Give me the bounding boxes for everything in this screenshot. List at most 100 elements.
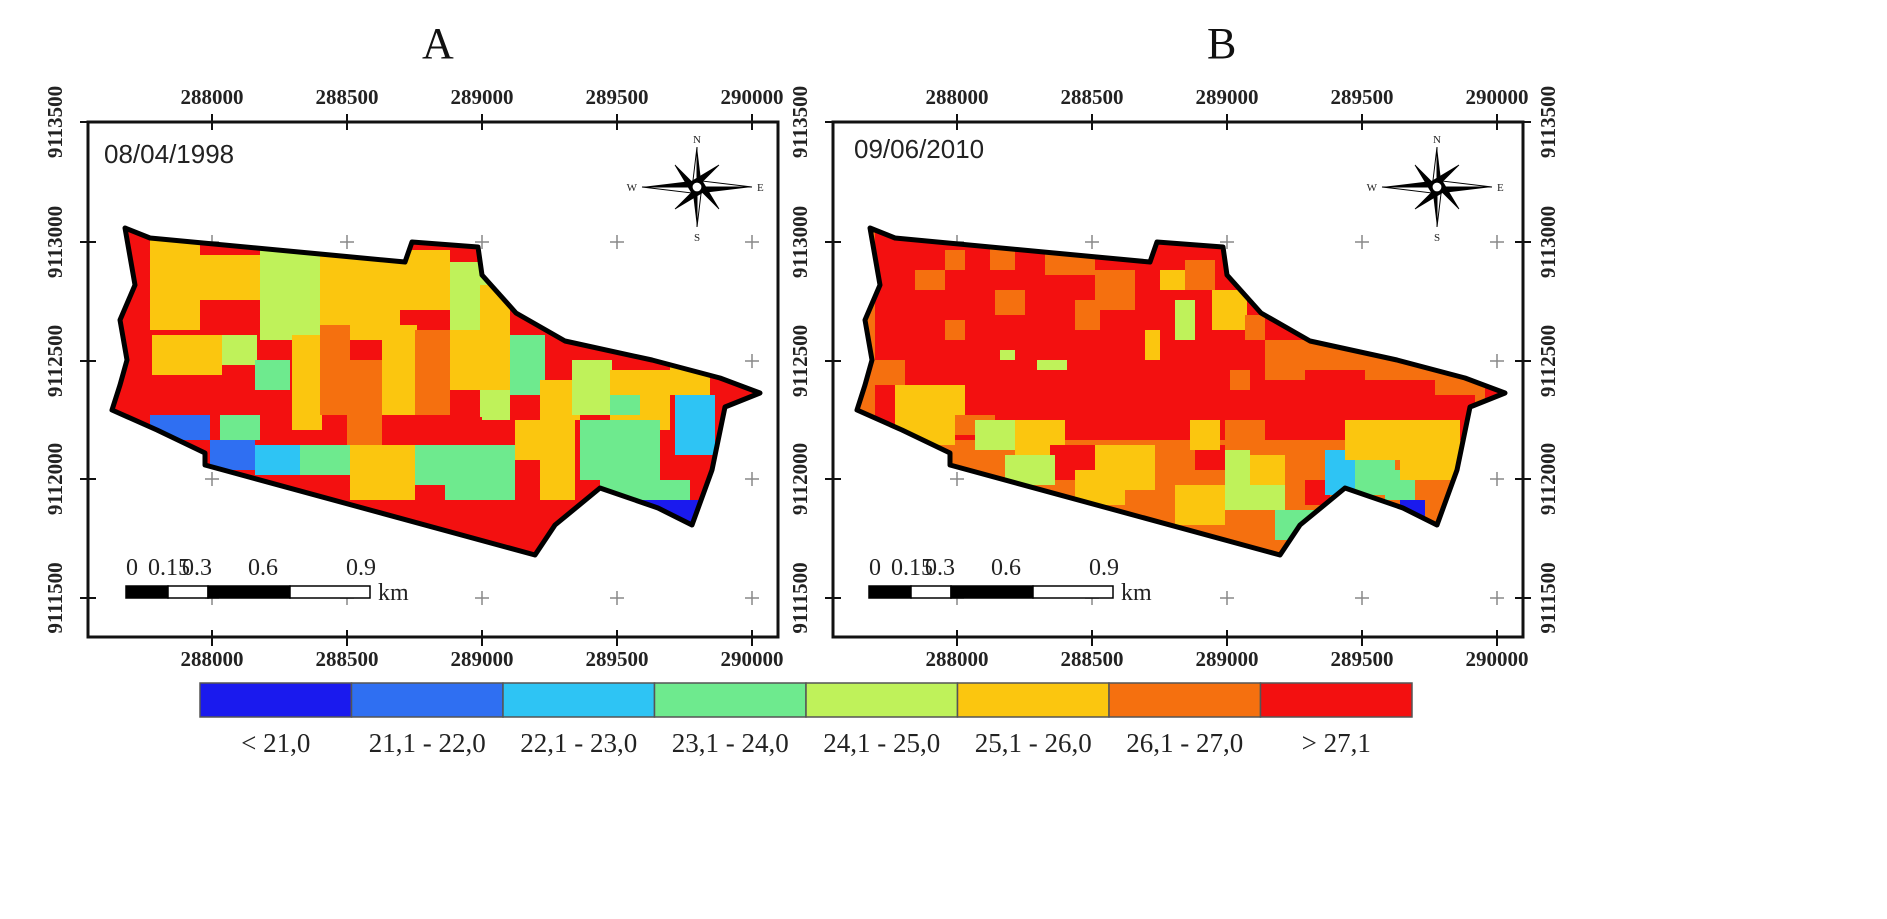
raster-cell: [382, 417, 482, 447]
x-tick-label-top: 289000: [1196, 85, 1259, 109]
x-tick-label-bottom: 289500: [586, 647, 649, 671]
compass-w: W: [627, 182, 638, 194]
raster-cell: [945, 320, 965, 340]
legend-swatch: [956, 682, 1110, 718]
y-tick-label-right: 9112000: [1536, 443, 1560, 515]
raster-cell: [1185, 260, 1215, 290]
map-panel-b: 09/06/2010 288000 288000 288500 288500 28900…: [788, 85, 1560, 671]
panel-a-letter: A: [422, 19, 454, 68]
compass-point: [697, 187, 752, 194]
y-tick-label-left: 9113500: [43, 86, 67, 158]
x-tick-label-bottom: 289500: [1331, 647, 1394, 671]
x-tick-label-bottom: 290000: [721, 647, 784, 671]
legend-label: < 21,0: [241, 728, 310, 758]
legend-swatch: [350, 682, 504, 718]
y-tick-label-right: 9111500: [1536, 562, 1560, 633]
raster-cell: [510, 335, 545, 395]
y-tick-label-left: 9113000: [43, 206, 67, 278]
scale-label: 0.15: [891, 555, 933, 581]
raster-cell: [975, 420, 1015, 450]
raster-cell: [1230, 370, 1250, 390]
compass-e: E: [757, 182, 764, 194]
compass-e: E: [1497, 182, 1504, 194]
compass-n: N: [1433, 134, 1441, 146]
y-tick-label-left: 9112500: [43, 325, 67, 397]
scale-label: 0: [126, 555, 138, 581]
temperature-legend: < 21,0 21,1 - 22,0 22,1 - 23,0 23,1 - 24,0 2…: [199, 682, 1413, 758]
legend-swatch: [1108, 682, 1262, 718]
raster-cell: [580, 420, 660, 480]
raster-cell: [1265, 340, 1305, 380]
raster-cell: [150, 240, 200, 330]
x-tick-label-bottom: 288500: [316, 647, 379, 671]
x-tick-label-bottom: 288000: [926, 647, 989, 671]
raster-cell: [875, 360, 905, 385]
date-label-a: 08/04/1998: [104, 139, 234, 169]
legend-label: 21,1 - 22,0: [369, 728, 486, 758]
raster-cell: [1225, 450, 1250, 485]
x-tick-label-top: 288500: [1061, 85, 1124, 109]
scale-bar-b: 0 0.150.3 0.6 0.9km: [868, 555, 1152, 606]
legend-swatch: [653, 682, 807, 718]
study-area-outline-b: [854, 225, 1508, 558]
raster-cell: [1345, 420, 1405, 460]
raster-cell: [1325, 400, 1355, 420]
raster-cell: [255, 360, 290, 390]
scale-segment: [207, 585, 291, 599]
raster-cell: [915, 270, 945, 290]
scale-label: 0.3: [182, 555, 212, 581]
scale-unit: km: [378, 580, 409, 606]
study-area-outline-a: [109, 225, 763, 558]
x-tick-label-top: 289000: [451, 85, 514, 109]
raster-cell: [382, 325, 417, 415]
coordinate-labels-a: 288000 288000 288500 288500 289000 289000 2895…: [43, 85, 784, 671]
scale-segment: [950, 585, 1034, 599]
compass-point: [1382, 180, 1437, 187]
raster-cell: [300, 445, 350, 475]
scale-label: 0.9: [1089, 555, 1119, 581]
y-tick-label-right: 9113000: [1536, 206, 1560, 278]
legend-swatch: [502, 682, 656, 718]
raster-cell: [220, 415, 260, 440]
date-label-b: 09/06/2010: [854, 134, 984, 164]
raster-cell: [1160, 270, 1185, 290]
raster-cell: [1095, 270, 1135, 310]
raster-cell: [572, 360, 612, 415]
coordinate-labels-b: 288000 288000 288500 288500 289000 289000 2895…: [788, 85, 1560, 671]
scale-segment: [125, 585, 169, 599]
panel-b-letter: B: [1207, 19, 1237, 68]
raster-cell: [1037, 360, 1067, 370]
raster-cell: [1155, 445, 1195, 485]
raster-cell: [895, 385, 965, 415]
raster-cell: [1212, 290, 1247, 330]
raster-cell: [995, 290, 1025, 315]
x-tick-label-top: 290000: [1466, 85, 1529, 109]
scale-label: 0.9: [346, 555, 376, 581]
raster-cell: [945, 250, 965, 270]
temperature-raster-a: [112, 228, 760, 555]
legend-swatch: [199, 682, 353, 718]
scale-bar-a: 0 0.150.3 0.6 0.9km: [125, 555, 409, 606]
raster-cell: [445, 445, 515, 500]
raster-cell: [1075, 300, 1100, 330]
scale-segment: [1032, 585, 1114, 599]
legend-label: 22,1 - 23,0: [520, 728, 637, 758]
legend-label: 26,1 - 27,0: [1126, 728, 1243, 758]
raster-cell: [1355, 380, 1385, 410]
raster-cell: [1400, 420, 1460, 480]
raster-cell: [415, 445, 450, 485]
legend-label: 25,1 - 26,0: [975, 728, 1092, 758]
y-tick-label-left: 9112500: [788, 325, 812, 397]
raster-cell: [1190, 420, 1220, 450]
x-tick-label-bottom: 289000: [1196, 647, 1259, 671]
x-tick-label-top: 290000: [721, 85, 784, 109]
y-tick-label-right: 9113500: [1536, 86, 1560, 158]
raster-cell: [690, 420, 710, 450]
raster-cell: [1245, 315, 1265, 340]
y-tick-label-left: 9113500: [788, 86, 812, 158]
raster-cell: [260, 250, 320, 340]
raster-cell: [1225, 485, 1285, 510]
raster-cell: [347, 360, 382, 445]
raster-cell: [450, 330, 510, 390]
raster-cell: [480, 390, 510, 420]
